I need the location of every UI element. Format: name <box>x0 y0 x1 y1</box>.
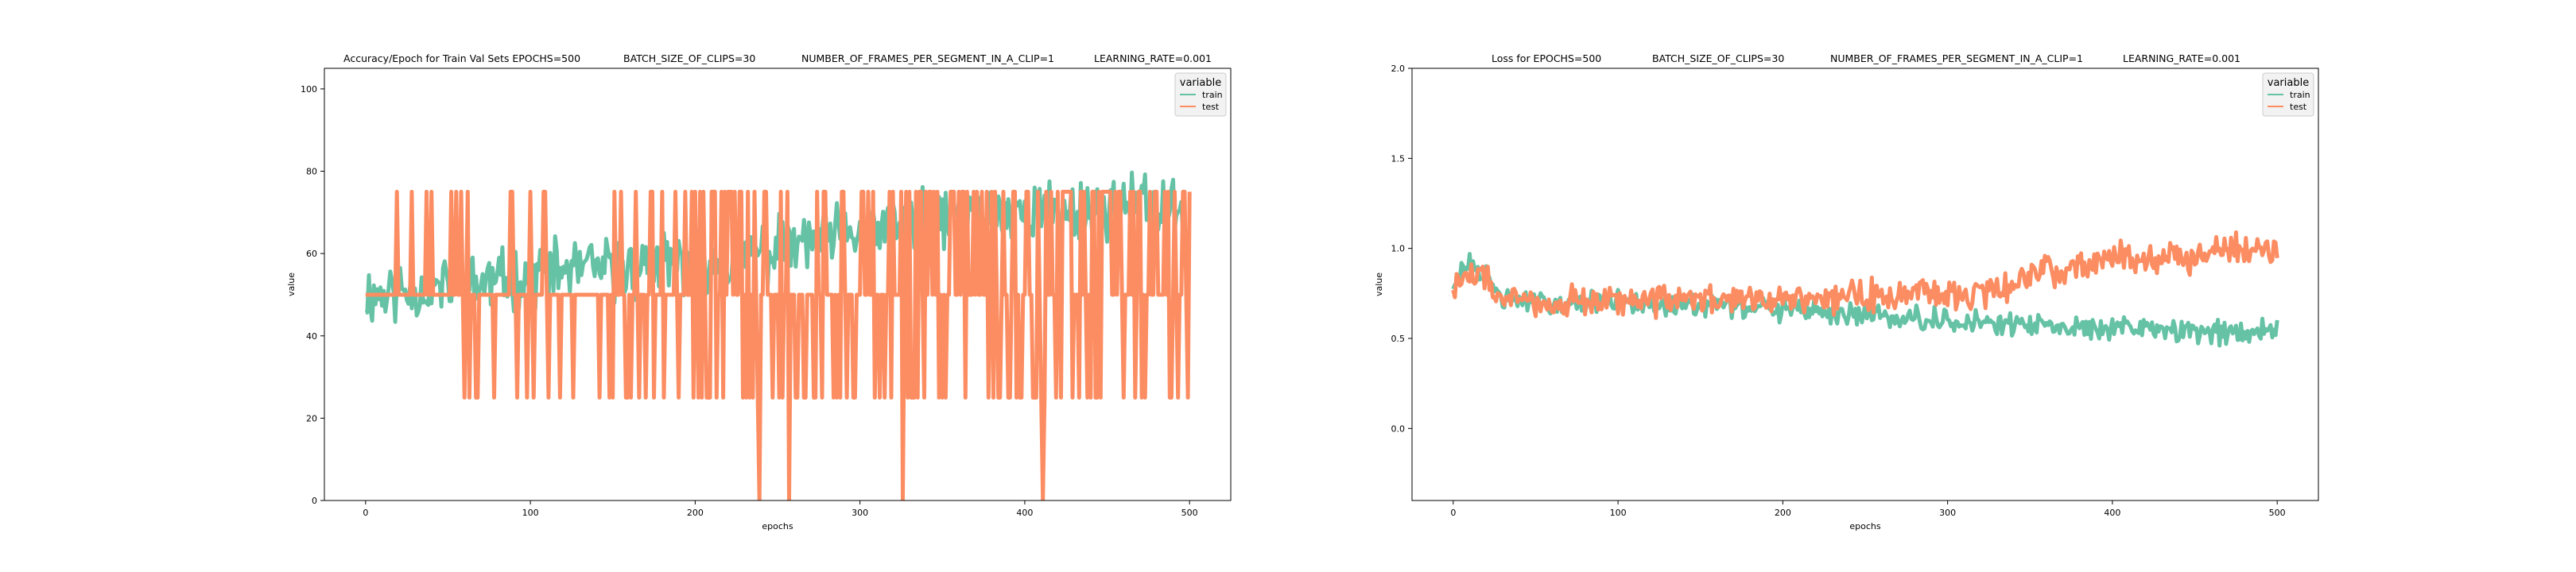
x-tick-label: 500 <box>2269 508 2286 518</box>
y-tick-label: 80 <box>306 167 317 177</box>
x-tick-label: 100 <box>1610 508 1627 518</box>
legend-box <box>1174 72 1227 117</box>
y-tick-label: 40 <box>306 331 317 342</box>
legend-entry-test: test <box>2290 102 2307 112</box>
x-tick-label: 400 <box>1016 508 1033 518</box>
series-line-test <box>1451 230 2279 320</box>
x-tick-label: 200 <box>1775 508 1791 518</box>
plot-frame <box>1411 68 2319 501</box>
y-tick-label: 0.0 <box>1391 423 1406 434</box>
x-tick-label: 0 <box>363 508 368 518</box>
x-tick-label: 500 <box>1181 508 1198 518</box>
chart-title-part: BATCH_SIZE_OF_CLIPS=30 <box>1652 52 1784 64</box>
x-axis-label: epochs <box>1849 521 1880 531</box>
y-tick-label: 60 <box>306 249 317 259</box>
y-tick-label: 100 <box>301 84 317 95</box>
accuracy-chart: 0 100 200 300 400 500 0 20 40 60 80 100 epochs value A… <box>286 52 1232 531</box>
legend-entry-train: train <box>1202 90 1223 100</box>
x-tick-label: 200 <box>687 508 704 518</box>
y-tick-label: 0 <box>312 496 317 506</box>
chart-title-part: Accuracy/Epoch for Train Val Sets EPOCHS… <box>343 52 580 64</box>
chart-title-part: LEARNING_RATE=0.001 <box>1094 52 1212 64</box>
y-axis-label: value <box>286 272 297 296</box>
legend-entry-test: test <box>1202 102 1220 112</box>
x-tick-label: 300 <box>852 508 868 518</box>
x-tick-label: 400 <box>2104 508 2120 518</box>
chart-title-part: NUMBER_OF_FRAMES_PER_SEGMENT_IN_A_CLIP=1 <box>1830 52 2083 64</box>
y-tick-label: 1.0 <box>1391 244 1406 254</box>
x-tick-label: 0 <box>1450 508 1456 518</box>
legend-title: variable <box>2268 77 2309 89</box>
y-tick-label: 1.5 <box>1391 153 1406 164</box>
y-tick-label: 0.5 <box>1391 334 1406 344</box>
x-tick-label: 100 <box>522 508 539 518</box>
chart-title-part: NUMBER_OF_FRAMES_PER_SEGMENT_IN_A_CLIP=1 <box>801 52 1054 64</box>
chart-title-part: BATCH_SIZE_OF_CLIPS=30 <box>623 52 755 64</box>
y-tick-label: 2.0 <box>1391 64 1406 74</box>
legend-box <box>2262 72 2314 117</box>
chart-title-part: Loss for EPOCHS=500 <box>1492 52 1601 64</box>
plot-frame <box>324 68 1232 501</box>
series-line-test <box>365 189 1192 500</box>
series-lines <box>364 170 1192 500</box>
series-lines <box>1451 230 2279 348</box>
x-tick-label: 300 <box>1939 508 1956 518</box>
x-axis-label: epochs <box>762 521 793 531</box>
y-axis-label: value <box>1374 272 1384 296</box>
loss-chart: 0 100 200 300 400 500 0.0 0.5 1.0 1.5 2.0 epochs val… <box>1374 52 2319 531</box>
legend-entry-train: train <box>2290 90 2310 100</box>
chart-title-part: LEARNING_RATE=0.001 <box>2123 52 2240 64</box>
legend-title: variable <box>1180 77 1221 89</box>
y-tick-label: 20 <box>306 413 317 423</box>
